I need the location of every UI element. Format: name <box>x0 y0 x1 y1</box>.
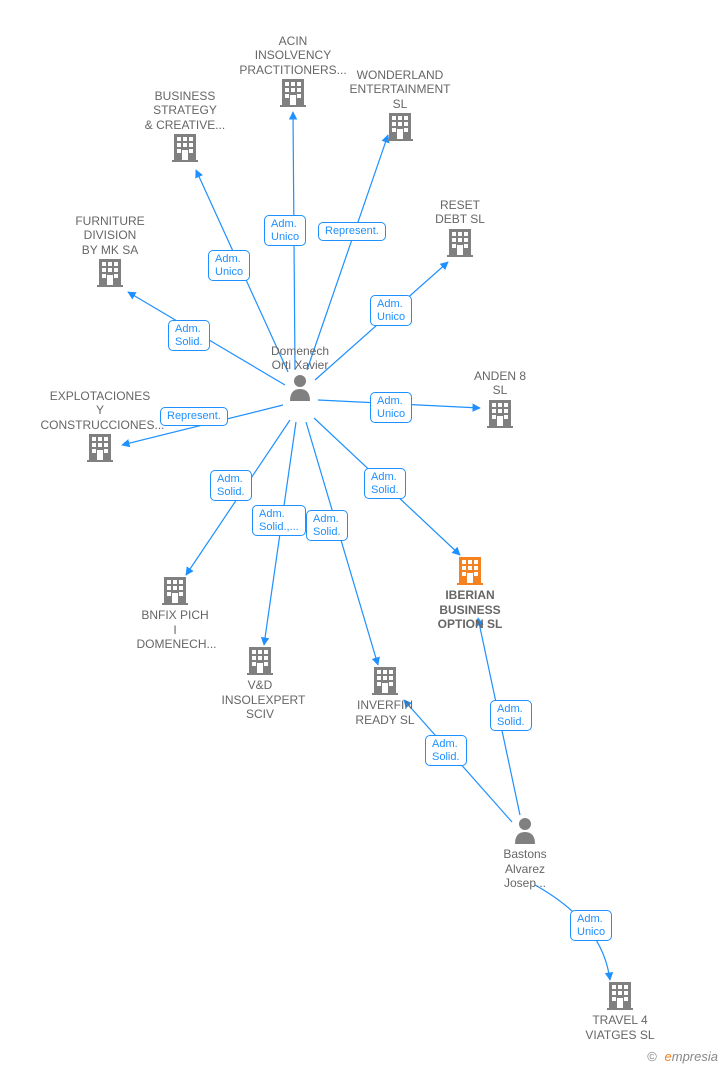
building-icon <box>280 77 306 110</box>
brand-rest: mpresia <box>672 1049 718 1064</box>
building-icon <box>97 257 123 290</box>
node-label: INVERFIN READY SL <box>350 698 420 727</box>
building-icon <box>247 645 273 678</box>
building-icon <box>387 111 413 144</box>
person-icon <box>288 373 312 404</box>
person-node-bastons[interactable]: Bastons Alvarez Josep... <box>490 816 560 891</box>
company-node-acin[interactable]: ACIN INSOLVENCY PRACTITIONERS... <box>237 34 349 111</box>
edge-label-domenech-furniture: Adm. Solid. <box>168 320 210 351</box>
building-icon <box>607 980 633 1013</box>
building-icon <box>162 575 188 608</box>
building-icon <box>457 555 483 588</box>
node-label: WONDERLAND ENTERTAINMENT SL <box>344 68 456 111</box>
node-label: IBERIAN BUSINESS OPTION SL <box>435 588 505 631</box>
node-label: V&D INSOLEXPERT SCIV <box>222 678 299 721</box>
edge-label-bastons-inverfin: Adm. Solid. <box>425 735 467 766</box>
edge-label-domenech-vd: Adm. Solid.,... <box>252 505 306 536</box>
node-label: Domenech Orti Xavier <box>262 344 339 373</box>
building-icon <box>447 227 473 260</box>
company-node-anden8[interactable]: ANDEN 8 SL <box>465 369 535 431</box>
node-label: BUSINESS STRATEGY & CREATIVE... <box>140 89 231 132</box>
edge-label-bastons-iberian: Adm. Solid. <box>490 700 532 731</box>
network-canvas <box>0 0 728 1070</box>
person-node-domenech[interactable]: Domenech Orti Xavier <box>262 344 339 404</box>
company-node-travel4[interactable]: TRAVEL 4 VIATGES SL <box>582 980 659 1042</box>
edge-label-domenech-bizstrategy: Adm. Unico <box>208 250 250 281</box>
edge-label-domenech-acin: Adm. Unico <box>264 215 306 246</box>
building-icon <box>372 665 398 698</box>
company-node-iberian[interactable]: IBERIAN BUSINESS OPTION SL <box>435 555 505 632</box>
building-icon <box>87 432 113 465</box>
node-label: EXPLOTACIONES Y CONSTRUCCIONES... <box>41 389 160 432</box>
edge-label-domenech-wonderland: Represent. <box>318 222 386 241</box>
building-icon <box>172 132 198 165</box>
node-label: FURNITURE DIVISION BY MK SA <box>75 214 145 257</box>
edge-label-domenech-explot: Represent. <box>160 407 228 426</box>
node-label: BNFIX PICH I DOMENECH... <box>137 608 214 651</box>
node-label: RESET DEBT SL <box>425 198 495 227</box>
edge-label-domenech-iberian: Adm. Solid. <box>364 468 406 499</box>
footer-branding: © empresia <box>647 1049 718 1064</box>
person-icon <box>513 816 537 847</box>
company-node-bizstrategy[interactable]: BUSINESS STRATEGY & CREATIVE... <box>140 89 231 166</box>
company-node-bnfix[interactable]: BNFIX PICH I DOMENECH... <box>137 575 214 652</box>
company-node-furniture[interactable]: FURNITURE DIVISION BY MK SA <box>75 214 145 291</box>
brand-first-letter: e <box>665 1049 672 1064</box>
node-label: ANDEN 8 SL <box>465 369 535 398</box>
copyright-symbol: © <box>647 1049 657 1064</box>
edge-label-domenech-bnfix: Adm. Solid. <box>210 470 252 501</box>
edge-label-domenech-reset: Adm. Unico <box>370 295 412 326</box>
edge-domenech-wonderland <box>307 135 388 370</box>
company-node-explot[interactable]: EXPLOTACIONES Y CONSTRUCCIONES... <box>41 389 160 466</box>
node-label: TRAVEL 4 VIATGES SL <box>582 1013 659 1042</box>
company-node-vd[interactable]: V&D INSOLEXPERT SCIV <box>222 645 299 722</box>
node-label: Bastons Alvarez Josep... <box>490 847 560 890</box>
edge-label-domenech-inverfin: Adm. Solid. <box>306 510 348 541</box>
company-node-inverfin[interactable]: INVERFIN READY SL <box>350 665 420 727</box>
edge-domenech-inverfin <box>306 422 378 665</box>
edge-label-bastons-travel4: Adm. Unico <box>570 910 612 941</box>
building-icon <box>487 398 513 431</box>
company-node-reset[interactable]: RESET DEBT SL <box>425 198 495 260</box>
edge-label-domenech-anden8: Adm. Unico <box>370 392 412 423</box>
node-label: ACIN INSOLVENCY PRACTITIONERS... <box>237 34 349 77</box>
company-node-wonderland[interactable]: WONDERLAND ENTERTAINMENT SL <box>344 68 456 145</box>
